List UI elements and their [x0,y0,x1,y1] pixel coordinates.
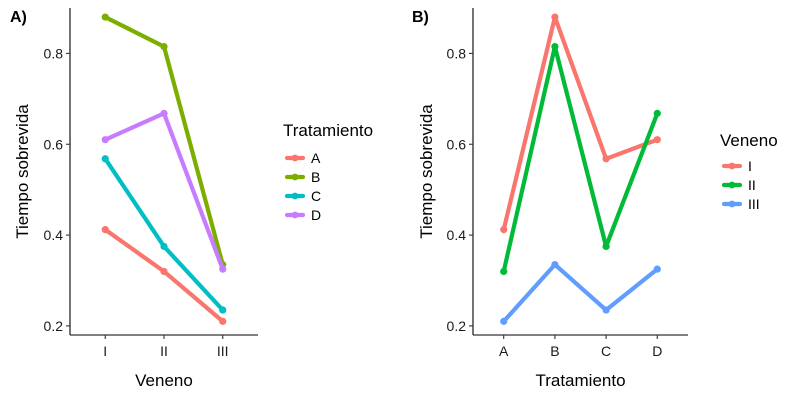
x-tick-label: III [217,343,229,359]
data-point-I [653,136,661,144]
data-point-D [219,265,227,273]
data-point-B [101,13,109,21]
x-tick-label: D [652,343,662,359]
legend-key-point [728,162,736,170]
chart-panel-2: B) 0.2 0.4 0.6 0.8 A B C D Tratamiento Tiempo sobr… [412,8,778,390]
legend-title: Tratamiento [283,121,373,140]
data-point-A [160,267,168,276]
data-point-I [602,155,610,163]
legend-label-III: III [748,196,760,212]
data-point-D [101,136,109,144]
data-point-D [160,109,168,117]
data-point-C [219,306,227,314]
y-tick-label: 0.2 [44,318,64,334]
y-tick-label: 0.8 [447,45,467,61]
legend-key-point [291,192,299,200]
panel-label: A) [10,9,27,26]
legend-label-A: A [311,150,321,166]
data-point-C [160,242,168,251]
data-point-III [653,265,661,273]
legend-label-D: D [311,207,321,223]
x-tick-label: A [499,343,509,359]
data-point-C [101,155,109,163]
x-axis-title: Veneno [135,371,193,390]
data-point-A [101,226,109,234]
data-point-III [602,306,610,314]
legend-label-B: B [311,169,320,185]
data-point-II [500,267,508,276]
data-point-II [653,109,661,117]
x-tick-label: C [601,343,611,359]
legend-key-point [291,173,299,181]
series-line-I [501,14,660,232]
legend-key-point [291,154,299,162]
legend-key-point [291,211,299,219]
data-point-III [500,317,508,325]
data-point-B [160,43,168,51]
y-tick-label: 0.2 [447,318,467,334]
data-point-II [602,242,610,251]
y-tick-label: 0.4 [44,227,64,243]
y-tick-label: 0.8 [44,45,64,61]
series-line-III [501,262,660,324]
legend-label-C: C [311,188,321,204]
series-line-II [501,44,660,274]
data-point-III [551,261,559,269]
x-tick-label: I [103,343,107,359]
x-tick-label: B [550,343,559,359]
legend-key-point [728,200,736,208]
panel-label: B) [412,9,429,26]
y-axis-title: Tiempo sobrevida [417,104,436,239]
legend-label-II: II [748,177,756,193]
legend-label-I: I [748,158,752,174]
y-axis-title: Tiempo sobrevida [13,104,32,239]
data-point-II [551,43,559,51]
y-tick-label: 0.6 [44,136,64,152]
legend-key-point [728,181,736,189]
y-tick-label: 0.4 [447,227,467,243]
x-tick-label: II [160,343,168,359]
series-line-C [103,156,225,313]
data-point-A [219,317,227,325]
y-tick-label: 0.6 [447,136,467,152]
legend-title: Veneno [720,131,778,150]
x-axis-title: Tratamiento [535,371,625,390]
data-point-I [551,13,559,21]
data-point-I [500,226,508,234]
